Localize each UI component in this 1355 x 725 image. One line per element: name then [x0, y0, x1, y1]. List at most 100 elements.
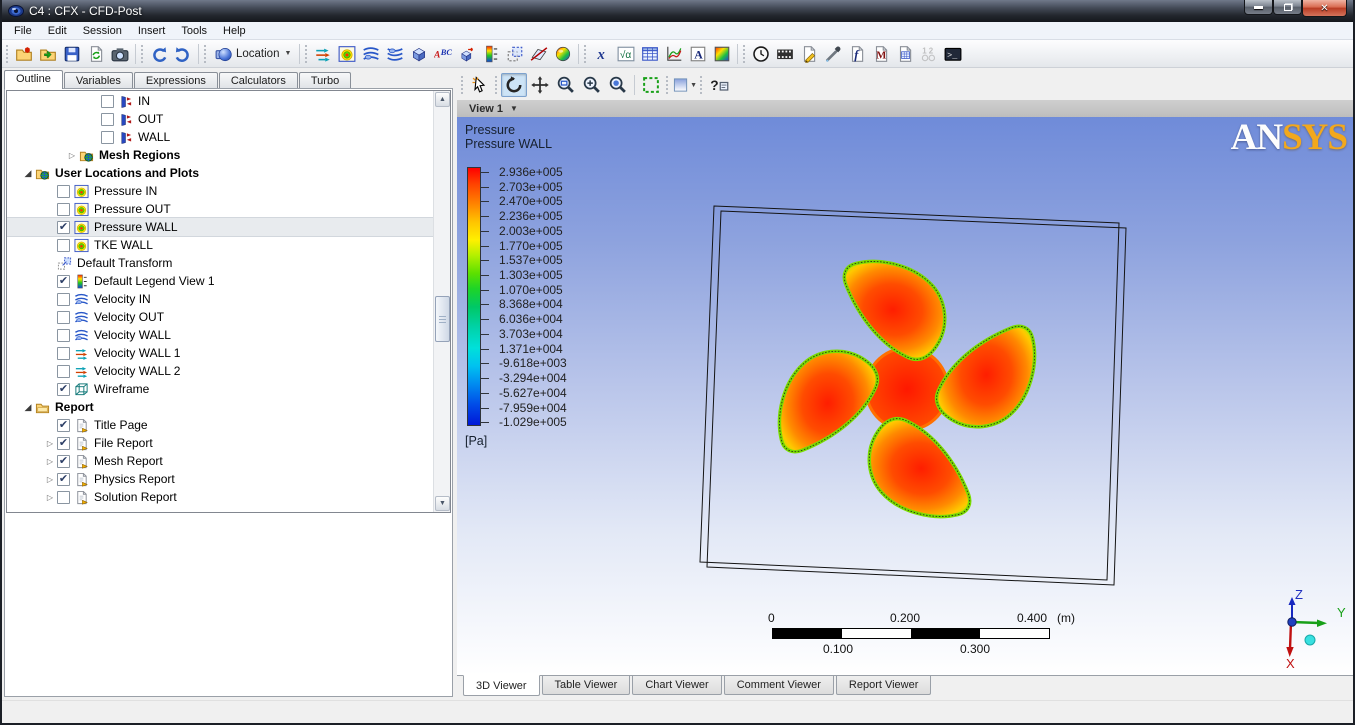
vector-button[interactable]	[311, 42, 335, 66]
probe-button[interactable]	[821, 42, 845, 66]
tab-3d-viewer[interactable]: 3D Viewer	[463, 675, 540, 696]
tree-item-physics-report[interactable]: ▷ ✔ Physics Report	[7, 470, 433, 488]
zoom-box-tool[interactable]	[553, 73, 579, 97]
checkbox-velocity-out[interactable]	[57, 310, 70, 324]
tree-item-tke-wall[interactable]: TKE WALL	[7, 236, 433, 254]
select-tool[interactable]	[467, 73, 493, 97]
expand-arrow-icon[interactable]: ▷	[46, 492, 54, 502]
chart-button[interactable]	[662, 42, 686, 66]
tree-item-velocity-in[interactable]: Velocity IN	[7, 290, 433, 308]
command-editor-button[interactable]	[941, 42, 965, 66]
checkbox-pressure-out[interactable]	[57, 202, 70, 216]
tree-item-title-page[interactable]: ✔ Title Page	[7, 416, 433, 434]
scrollbar-thumb[interactable]	[435, 296, 450, 342]
function-calculator-button[interactable]	[845, 42, 869, 66]
rotate-tool[interactable]	[501, 73, 527, 97]
expand-arrow-icon[interactable]: ◢	[24, 401, 32, 412]
contour-button[interactable]	[335, 42, 359, 66]
checkbox-velocity-wall[interactable]	[57, 328, 70, 342]
checkbox-velocity-wall-1[interactable]	[57, 346, 70, 360]
expand-arrow-icon[interactable]: ▷	[46, 474, 54, 484]
checkbox-file-report[interactable]: ✔	[57, 436, 70, 450]
snapshot-button[interactable]	[108, 42, 132, 66]
checkbox-velocity-wall-2[interactable]	[57, 364, 70, 378]
scroll-up-button[interactable]: ▲	[435, 92, 450, 107]
menu-session[interactable]: Session	[82, 24, 122, 37]
tree-item-velocity-wall-1[interactable]: Velocity WALL 1	[7, 344, 433, 362]
tab-comment-viewer[interactable]: Comment Viewer	[723, 676, 834, 695]
tree-item-user-locations-and-plots[interactable]: ◢ User Locations and Plots	[7, 164, 433, 182]
table-button[interactable]	[638, 42, 662, 66]
save-state-button[interactable]	[60, 42, 84, 66]
checkbox-out[interactable]	[101, 112, 114, 126]
menu-edit[interactable]: Edit	[47, 24, 67, 37]
expand-arrow-icon[interactable]: ▷	[46, 438, 54, 448]
tree-item-in[interactable]: IN	[7, 92, 433, 110]
checkbox-pressure-wall[interactable]: ✔	[57, 220, 70, 234]
expressions-button[interactable]	[590, 42, 614, 66]
streamline-button[interactable]	[359, 42, 383, 66]
tree-item-velocity-out[interactable]: Velocity OUT	[7, 308, 433, 326]
instance-transform-button[interactable]	[503, 42, 527, 66]
tab-calculators[interactable]: Calculators	[218, 72, 298, 89]
checkbox-title-page[interactable]: ✔	[57, 418, 70, 432]
animation-button[interactable]	[773, 42, 797, 66]
undo-button[interactable]	[147, 42, 171, 66]
checkbox-default-legend-view-1[interactable]: ✔	[57, 274, 70, 288]
variables-button[interactable]	[614, 42, 638, 66]
checkbox-velocity-in[interactable]	[57, 292, 70, 306]
case-comparison-button[interactable]	[917, 42, 941, 66]
checkbox-in[interactable]	[101, 94, 114, 108]
pan-tool[interactable]	[527, 73, 553, 97]
restore-button[interactable]	[1273, 0, 1302, 15]
volume-rendering-button[interactable]	[407, 42, 431, 66]
tree-item-mesh-regions[interactable]: ▷ Mesh Regions	[7, 146, 433, 164]
checkbox-pressure-in[interactable]	[57, 184, 70, 198]
refresh-button[interactable]	[84, 42, 108, 66]
tree-item-pressure-in[interactable]: Pressure IN	[7, 182, 433, 200]
location-dropdown[interactable]: Location ▼	[210, 42, 296, 66]
viewport-3d[interactable]: Pressure Pressure WALL 2.936e+005 2.703e+…	[457, 117, 1353, 675]
tree-item-default-transform[interactable]: Default Transform	[7, 254, 433, 272]
macro-calculator-button[interactable]	[869, 42, 893, 66]
tree-item-wireframe[interactable]: ✔ Wireframe	[7, 380, 433, 398]
tree-item-pressure-out[interactable]: Pressure OUT	[7, 200, 433, 218]
tree-item-out[interactable]: OUT	[7, 110, 433, 128]
viewer-help-button[interactable]	[706, 73, 732, 97]
tab-turbo[interactable]: Turbo	[298, 72, 352, 89]
close-button[interactable]: ✕	[1302, 0, 1347, 17]
clip-plane-button[interactable]	[527, 42, 551, 66]
tree-item-velocity-wall[interactable]: Velocity WALL	[7, 326, 433, 344]
tab-table-viewer[interactable]: Table Viewer	[541, 676, 631, 695]
zoom-in-tool[interactable]	[579, 73, 605, 97]
menu-insert[interactable]: Insert	[137, 24, 166, 37]
tree-item-file-report[interactable]: ▷ ✔ File Report	[7, 434, 433, 452]
tab-report-viewer[interactable]: Report Viewer	[835, 676, 932, 695]
checkbox-tke-wall[interactable]	[57, 238, 70, 252]
tab-expressions[interactable]: Expressions	[133, 72, 218, 89]
checkbox-physics-report[interactable]: ✔	[57, 472, 70, 486]
menu-help[interactable]: Help	[223, 24, 246, 37]
tree-item-mesh-report[interactable]: ▷ ✔ Mesh Report	[7, 452, 433, 470]
tree-item-report[interactable]: ◢ Report	[7, 398, 433, 416]
mesh-calculator-button[interactable]	[893, 42, 917, 66]
tab-outline[interactable]: Outline	[4, 70, 63, 89]
tree-item-solution-report[interactable]: ▷ Solution Report	[7, 488, 433, 506]
particle-track-button[interactable]	[383, 42, 407, 66]
tree-item-velocity-wall-2[interactable]: Velocity WALL 2	[7, 362, 433, 380]
tree-item-default-legend-view-1[interactable]: ✔ Default Legend View 1	[7, 272, 433, 290]
open-state-button[interactable]	[36, 42, 60, 66]
text-button[interactable]	[431, 42, 455, 66]
checkbox-solution-report[interactable]	[57, 490, 70, 504]
report-editor-button[interactable]	[797, 42, 821, 66]
checkbox-wireframe[interactable]: ✔	[57, 382, 70, 396]
load-results-button[interactable]	[12, 42, 36, 66]
coord-frame-button[interactable]	[455, 42, 479, 66]
redo-button[interactable]	[171, 42, 195, 66]
scroll-down-button[interactable]: ▼	[435, 496, 450, 511]
figure-button[interactable]	[710, 42, 734, 66]
checkbox-mesh-report[interactable]: ✔	[57, 454, 70, 468]
expand-arrow-icon[interactable]: ▷	[46, 456, 54, 466]
minimize-button[interactable]	[1244, 0, 1273, 15]
expand-arrow-icon[interactable]: ▷	[68, 150, 76, 160]
